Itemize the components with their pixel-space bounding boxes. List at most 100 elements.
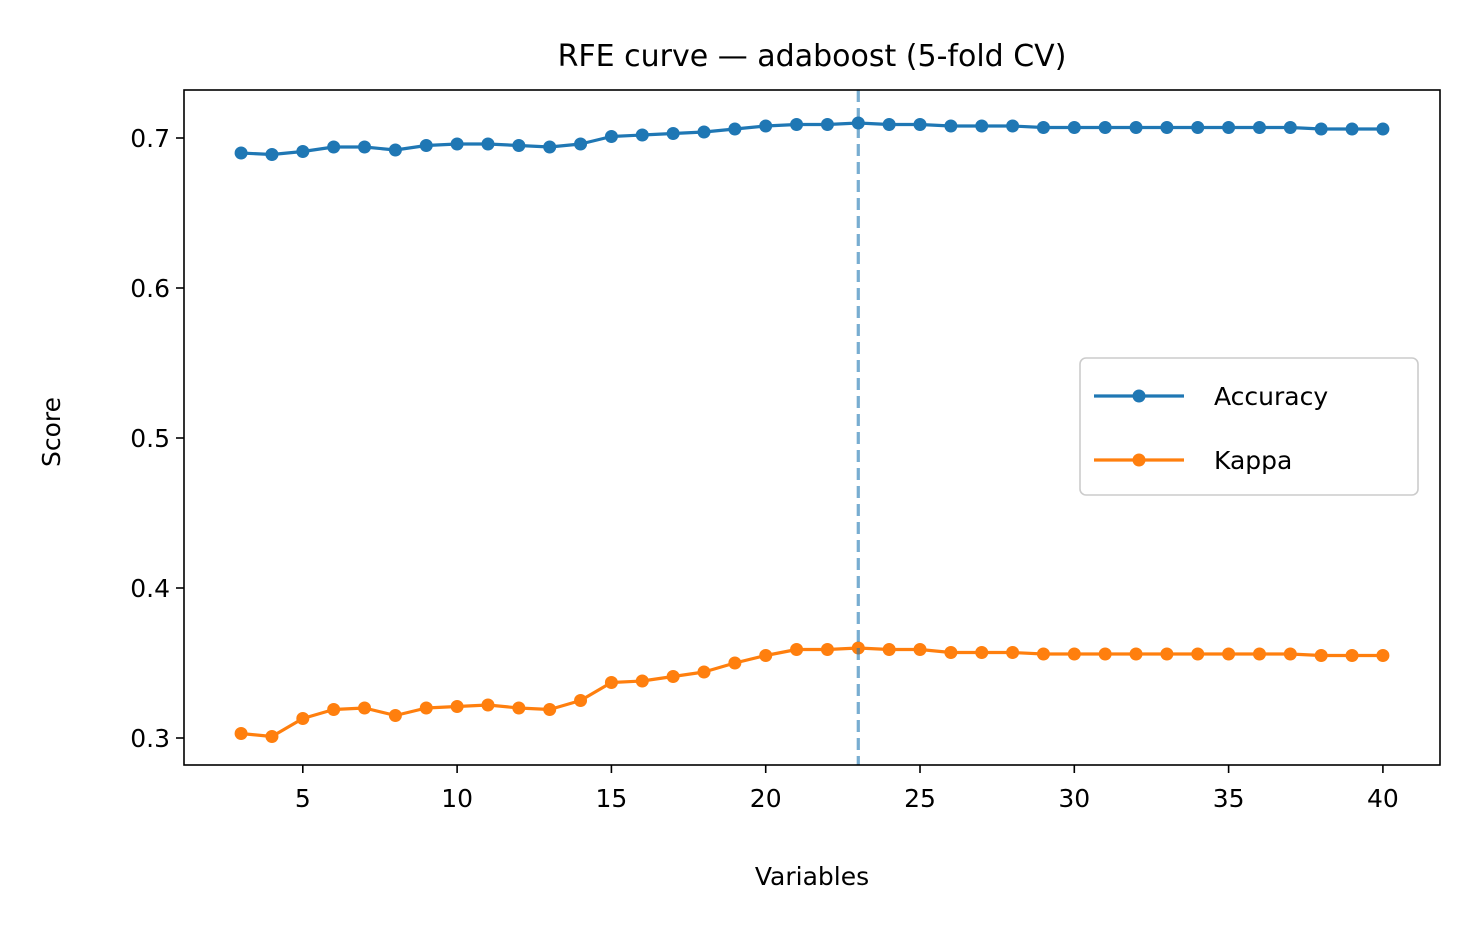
data-point-accuracy [1345,122,1359,136]
data-point-accuracy [1160,121,1174,134]
x-tick-label: 5 [295,784,311,813]
x-axis-label: Variables [755,862,869,891]
data-point-accuracy [450,137,464,151]
data-point-kappa [913,643,927,656]
y-tick-label: 0.5 [130,424,170,453]
data-point-accuracy [851,116,865,130]
y-axis: 0.3 0.4 0.5 0.6 0.7 [130,124,184,753]
data-point-kappa [1252,647,1266,661]
data-point-kappa [543,703,557,716]
data-point-kappa [790,643,804,656]
data-point-accuracy [697,125,711,139]
data-point-kappa [975,646,989,659]
data-point-kappa [1345,649,1359,662]
data-point-accuracy [265,148,279,161]
x-tick-label: 25 [904,784,936,813]
data-point-kappa [358,701,372,715]
y-tick-label: 0.3 [130,724,170,753]
data-point-kappa [450,700,464,713]
data-point-kappa [1222,647,1236,661]
data-point-accuracy [296,145,310,158]
data-point-accuracy [975,119,989,133]
legend-label-accuracy: Accuracy [1214,382,1328,411]
data-point-accuracy [481,137,495,151]
x-tick-label: 40 [1367,784,1399,813]
data-point-accuracy [1006,119,1020,133]
data-point-kappa [1376,649,1390,662]
data-point-kappa [512,701,526,715]
data-point-accuracy [419,139,433,152]
data-point-accuracy [327,140,341,154]
data-point-accuracy [604,130,618,143]
data-point-accuracy [913,118,927,131]
data-point-accuracy [1376,122,1390,136]
legend: Accuracy Kappa [1079,357,1419,496]
data-point-kappa [1283,647,1297,661]
data-point-accuracy [1283,121,1297,134]
data-point-kappa [759,649,773,662]
data-point-kappa [1129,647,1143,661]
data-point-kappa [1036,647,1050,661]
data-point-accuracy [543,140,557,154]
data-point-accuracy [820,118,834,131]
x-tick-label: 35 [1213,784,1245,813]
data-point-kappa [1314,649,1328,662]
data-point-kappa [882,643,896,656]
x-axis: 5 10 15 20 25 30 35 40 [295,765,1399,813]
axes-frame [183,89,1441,766]
data-point-kappa [604,676,618,689]
data-point-accuracy [1252,121,1266,134]
y-tick-label: 0.6 [130,274,170,303]
data-point-accuracy [944,119,958,133]
x-tick-label: 20 [750,784,782,813]
legend-marker-kappa [1132,453,1146,467]
data-point-accuracy [790,118,804,131]
data-point-kappa [419,701,433,715]
data-point-accuracy [388,143,402,157]
data-point-kappa [1098,647,1112,661]
data-point-accuracy [358,140,372,154]
x-tick-label: 10 [441,784,473,813]
data-point-accuracy [512,139,526,152]
data-point-accuracy [234,146,248,160]
data-point-accuracy [574,137,588,151]
data-point-kappa [1006,646,1020,659]
x-tick-label: 30 [1058,784,1090,813]
data-point-kappa [481,698,495,712]
data-point-accuracy [1098,121,1112,134]
data-point-kappa [296,712,310,725]
data-point-kappa [697,665,711,679]
data-point-kappa [666,670,680,683]
y-tick-label: 0.7 [130,124,170,153]
plot-area [183,89,1441,766]
data-point-accuracy [1191,121,1205,134]
data-point-kappa [574,694,588,707]
data-point-accuracy [666,127,680,140]
data-point-accuracy [635,128,649,142]
data-point-accuracy [1222,121,1236,134]
legend-label-kappa: Kappa [1214,446,1292,475]
data-point-kappa [234,727,248,740]
data-point-accuracy [1314,122,1328,136]
data-point-kappa [635,674,649,688]
data-point-kappa [820,643,834,656]
y-axis-label: Score [37,397,66,467]
y-tick-label: 0.4 [130,574,170,603]
data-point-accuracy [728,122,742,136]
data-point-accuracy [1036,121,1050,134]
data-point-kappa [1067,647,1081,661]
data-point-kappa [265,730,279,743]
data-point-kappa [944,646,958,659]
data-point-accuracy [759,119,773,133]
legend-marker-accuracy [1132,389,1146,403]
data-point-kappa [1191,647,1205,661]
chart-title: RFE curve — adaboost (5-fold CV) [558,39,1067,74]
data-point-kappa [728,656,742,670]
data-point-kappa [388,709,402,722]
data-point-accuracy [882,118,896,131]
data-point-accuracy [1129,121,1143,134]
data-point-accuracy [1067,121,1081,134]
x-tick-label: 15 [596,784,628,813]
data-point-kappa [327,703,341,716]
